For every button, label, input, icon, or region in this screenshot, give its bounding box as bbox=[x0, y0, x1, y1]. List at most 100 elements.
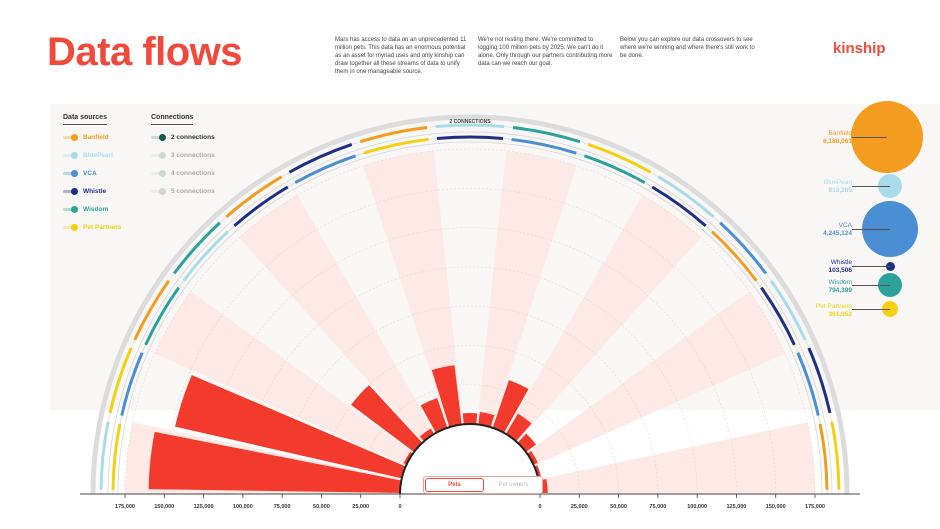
data-bar bbox=[175, 375, 406, 479]
bubble-value: 4,245,124 bbox=[823, 230, 852, 237]
connection-arc bbox=[818, 423, 829, 490]
connection-arc bbox=[760, 286, 796, 346]
legend-sources-title: Data sources bbox=[63, 114, 107, 125]
axis-tick-label: 150,000 bbox=[765, 504, 786, 510]
toggle-pets[interactable]: Pets bbox=[425, 478, 484, 492]
axis-tick-label: 50,000 bbox=[610, 504, 627, 510]
connection-arc bbox=[830, 421, 841, 490]
legend-source-whistle[interactable]: Whistle bbox=[63, 188, 106, 195]
legend-source-label: VCA bbox=[83, 170, 97, 177]
data-bar bbox=[148, 431, 402, 493]
legend-connection-3[interactable]: 3 connections bbox=[151, 152, 215, 159]
bubble-label: Pet Partners 361,052 bbox=[816, 303, 852, 319]
connection-arc bbox=[512, 126, 581, 144]
connection-arc bbox=[172, 221, 221, 275]
axis-tick-label: 175,000 bbox=[805, 504, 825, 510]
bubble-pet-partners[interactable] bbox=[882, 301, 898, 317]
legend-connection-label: 2 connections bbox=[171, 134, 215, 141]
data-bar bbox=[351, 385, 423, 453]
connection-arc bbox=[436, 135, 504, 141]
connection-arc bbox=[225, 175, 283, 218]
axis-tick-label: 25,000 bbox=[570, 504, 588, 510]
bubble-value: 813,285 bbox=[828, 187, 853, 194]
bubble-value: 103,506 bbox=[828, 267, 853, 274]
background-wedge bbox=[505, 195, 701, 442]
measure-toggle[interactable]: Pets Pet owners bbox=[423, 476, 543, 494]
legend-source-pet-partners[interactable]: Pet Partners bbox=[63, 224, 121, 231]
axis-tick-label: 100,000 bbox=[232, 504, 253, 510]
data-bar bbox=[527, 450, 538, 465]
inner-hub-ring bbox=[399, 423, 541, 495]
axis-tick-label: 50,000 bbox=[313, 504, 330, 510]
data-bar bbox=[420, 398, 448, 433]
connection-arc bbox=[108, 347, 133, 414]
legend-source-wisdom[interactable]: Wisdom bbox=[63, 206, 108, 213]
connection-arc bbox=[133, 279, 171, 341]
background-wedge bbox=[526, 291, 786, 466]
axis-tick-label: 25,000 bbox=[352, 504, 370, 510]
bubble-name: Wisdom bbox=[828, 279, 852, 286]
gridline-arc bbox=[242, 266, 698, 495]
legend-connection-4[interactable]: 4 connections bbox=[151, 170, 215, 177]
outer-ring bbox=[107, 131, 833, 495]
bubble-leader-line bbox=[852, 137, 887, 138]
background-wedge bbox=[477, 150, 577, 428]
bubble-value: 6,188,061 bbox=[823, 138, 852, 145]
page-title: Data flows bbox=[47, 30, 243, 74]
bubble-name: Pet Partners bbox=[815, 303, 852, 310]
axis-tick-label: 0 bbox=[398, 504, 402, 510]
legend-connection-2[interactable]: 2 connections bbox=[151, 134, 215, 141]
axis-tick-label: 75,000 bbox=[649, 504, 667, 510]
connection-arc bbox=[587, 143, 652, 174]
connection-arc bbox=[711, 230, 758, 282]
outer-frame-ring bbox=[90, 114, 850, 495]
bubble-label: Wisdom 794,399 bbox=[829, 279, 853, 295]
connection-arc bbox=[359, 126, 428, 144]
axis-tick-label: 125,000 bbox=[193, 504, 214, 510]
connection-arc bbox=[120, 352, 144, 416]
legend-connection-5[interactable]: 5 connections bbox=[151, 188, 215, 195]
bubble-leader-line bbox=[852, 229, 890, 230]
legend-connection-label: 4 connections bbox=[171, 170, 215, 177]
legend-source-label: BluePearl bbox=[83, 152, 113, 159]
legend-source-vca[interactable]: VCA bbox=[63, 170, 97, 177]
background-wedge bbox=[239, 195, 435, 442]
intro-paragraph-3: Below you can explore our data crossover… bbox=[620, 37, 755, 59]
legend-swatch-icon bbox=[63, 206, 79, 213]
data-bar bbox=[419, 428, 435, 442]
axis-tick-label: 125,000 bbox=[726, 504, 747, 510]
legend-swatch-icon bbox=[63, 188, 79, 195]
bubble-leader-line bbox=[852, 309, 890, 310]
connection-arc bbox=[651, 185, 707, 227]
axis-tick-label: 75,000 bbox=[273, 504, 291, 510]
connection-toggle-icon bbox=[151, 134, 167, 141]
data-bar bbox=[462, 413, 478, 425]
baseline-band bbox=[0, 494, 940, 529]
connection-arc bbox=[719, 221, 768, 275]
brand-logo: kinship bbox=[833, 40, 886, 57]
bubble-value: 794,399 bbox=[828, 287, 853, 294]
intro-paragraph-1: Mars has access to data on an unpreceden… bbox=[335, 37, 467, 75]
connection-arc bbox=[511, 137, 577, 155]
connection-arc bbox=[769, 279, 807, 341]
toggle-pet-owners[interactable]: Pet owners bbox=[498, 482, 529, 488]
bubble-name: Banfield bbox=[828, 130, 853, 137]
connection-arc bbox=[99, 421, 110, 490]
legend-source-banfield[interactable]: Banfield bbox=[63, 134, 109, 141]
data-bar bbox=[431, 365, 462, 428]
connection-arc bbox=[233, 185, 289, 227]
legend-connection-label: 3 connections bbox=[171, 152, 215, 159]
bubble-whistle[interactable] bbox=[885, 261, 895, 271]
intro-paragraph-2: We're not resting there. We're committed… bbox=[478, 37, 613, 67]
legend-source-bluepearl[interactable]: BluePearl bbox=[63, 152, 113, 159]
gridline-arc bbox=[321, 345, 619, 495]
legend-source-label: Wisdom bbox=[83, 206, 109, 213]
background-wedge bbox=[363, 150, 463, 428]
bubble-leader-line bbox=[852, 266, 890, 267]
connection-arc bbox=[583, 154, 646, 185]
connection-toggle-icon bbox=[151, 170, 167, 177]
axis-tick-label: 150,000 bbox=[154, 504, 175, 510]
connection-arc bbox=[294, 154, 357, 185]
legend-swatch-icon bbox=[63, 152, 79, 159]
arc-connection-label: 2 CONNECTIONS bbox=[449, 119, 491, 125]
